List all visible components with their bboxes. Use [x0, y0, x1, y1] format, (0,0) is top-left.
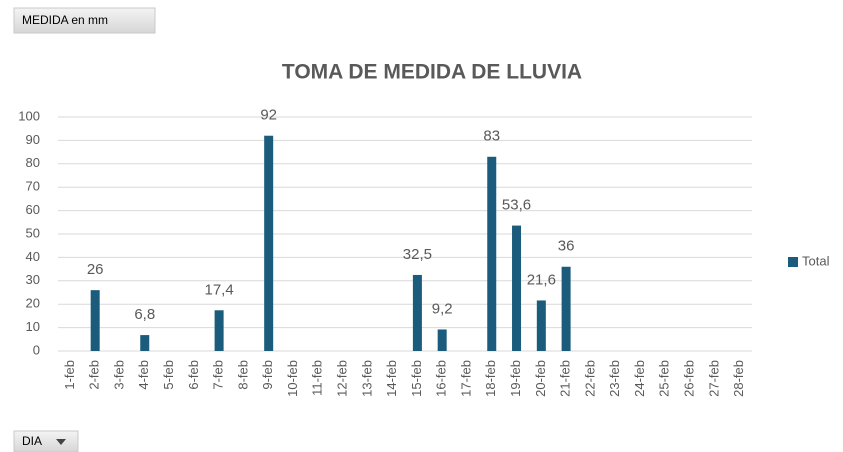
y-tick-label: 80	[26, 155, 40, 170]
data-label: 9,2	[432, 300, 453, 317]
data-label: 53,6	[502, 197, 531, 214]
x-tick-label: 6-feb	[186, 360, 201, 390]
x-tick-label: 19-feb	[508, 360, 523, 397]
data-label: 21,6	[527, 271, 556, 288]
bar	[140, 335, 150, 351]
x-tick-label: 24-feb	[632, 360, 647, 397]
bar	[561, 266, 571, 351]
legend-swatch	[788, 257, 798, 267]
axis-field-label: DIA	[22, 434, 42, 448]
x-tick-label: 2-feb	[87, 360, 102, 390]
x-tick-label: 3-feb	[111, 360, 126, 390]
bar	[536, 300, 546, 351]
x-tick-label: 22-feb	[582, 360, 597, 397]
x-tick-label: 27-feb	[706, 360, 721, 397]
y-tick-label: 100	[18, 108, 40, 123]
x-tick-label: 25-feb	[657, 360, 672, 397]
bar	[512, 225, 522, 351]
x-tick-label: 20-feb	[533, 360, 548, 397]
x-tick-label: 4-feb	[136, 360, 151, 390]
bar	[487, 156, 497, 351]
field-button[interactable]	[13, 7, 156, 34]
x-tick-label: 14-feb	[384, 360, 399, 397]
data-label: 26	[87, 261, 104, 278]
y-tick-label: 70	[26, 179, 40, 194]
x-tick-label: 1-feb	[62, 360, 77, 390]
x-tick-label: 16-feb	[434, 360, 449, 397]
x-tick-label: 28-feb	[731, 360, 746, 397]
chart-title: TOMA DE MEDIDA DE LLUVIA	[282, 61, 582, 84]
x-tick-label: 26-feb	[681, 360, 696, 397]
bar	[437, 329, 447, 351]
x-tick-label: 5-feb	[161, 360, 176, 390]
bar	[264, 135, 274, 351]
x-tick-label: 15-feb	[409, 360, 424, 397]
x-tick-label: 13-feb	[359, 360, 374, 397]
x-tick-label: 11-feb	[310, 360, 325, 396]
dropdown-arrow	[56, 439, 66, 445]
x-tick-label: 18-feb	[483, 360, 498, 397]
y-tick-label: 30	[26, 272, 40, 287]
x-tick-label: 10-feb	[285, 360, 300, 397]
y-tick-label: 60	[26, 202, 40, 217]
legend-label: Total	[802, 253, 830, 268]
y-tick-label: 10	[26, 319, 40, 334]
y-tick-label: 90	[26, 132, 40, 147]
axis-field-button[interactable]	[13, 430, 79, 452]
x-tick-label: 23-feb	[607, 360, 622, 397]
y-tick-label: 40	[26, 249, 40, 264]
y-tick-label: 20	[26, 296, 40, 311]
bar	[90, 290, 100, 351]
x-tick-label: 12-feb	[334, 360, 349, 397]
bar	[214, 310, 224, 351]
bar	[412, 274, 422, 351]
data-label: 92	[260, 107, 277, 124]
x-tick-label: 21-feb	[558, 360, 573, 397]
data-label: 17,4	[205, 281, 234, 298]
y-tick-label: 0	[33, 342, 40, 357]
y-tick-label: 50	[26, 225, 40, 240]
data-label: 6,8	[134, 306, 155, 323]
x-tick-label: 7-feb	[211, 360, 226, 390]
x-tick-label: 17-feb	[458, 360, 473, 397]
data-label: 36	[558, 238, 575, 255]
data-label: 83	[483, 128, 500, 145]
x-tick-label: 9-feb	[260, 360, 275, 390]
field-button-label: MEDIDA en mm	[22, 13, 108, 27]
x-tick-label: 8-feb	[235, 360, 250, 390]
data-label: 32,5	[403, 246, 432, 263]
